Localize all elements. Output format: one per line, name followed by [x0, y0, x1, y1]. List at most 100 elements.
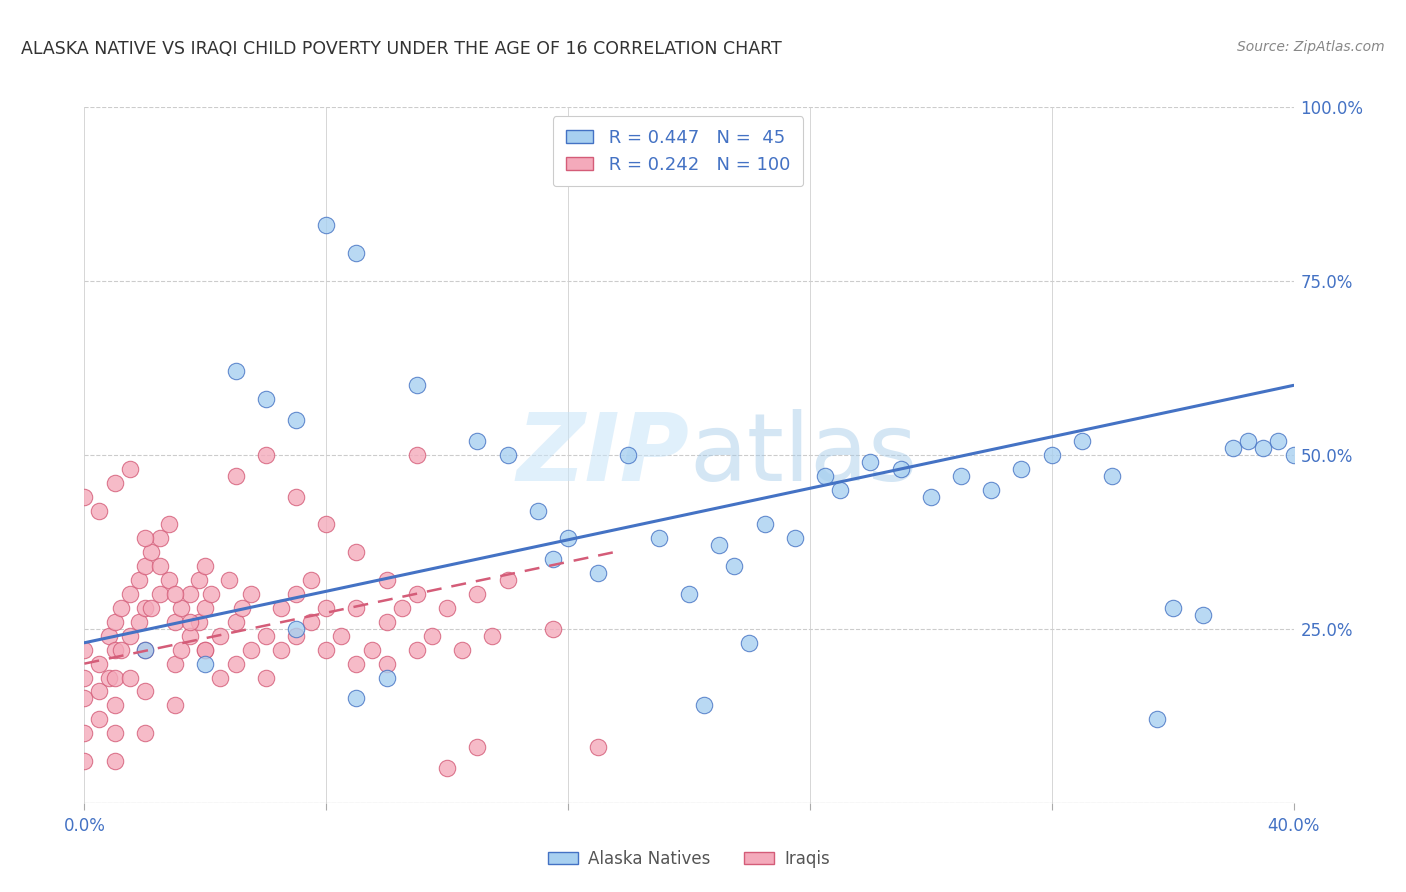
- Point: [104, 671, 127, 685]
- Point: [920, 490, 942, 504]
- Point: [1192, 607, 1215, 622]
- Point: [1071, 434, 1094, 448]
- Point: [346, 691, 368, 706]
- Point: [165, 587, 187, 601]
- Point: [1222, 441, 1244, 455]
- Point: [218, 573, 240, 587]
- Point: [149, 559, 172, 574]
- Point: [104, 726, 127, 740]
- Point: [1267, 434, 1289, 448]
- Point: [170, 642, 193, 657]
- Point: [315, 517, 337, 532]
- Point: [496, 448, 519, 462]
- Point: [346, 657, 368, 671]
- Point: [1237, 434, 1260, 448]
- Point: [709, 538, 731, 552]
- Point: [110, 642, 132, 657]
- Point: [890, 462, 912, 476]
- Point: [1282, 448, 1305, 462]
- Point: [179, 615, 201, 629]
- Point: [134, 642, 156, 657]
- Point: [375, 615, 398, 629]
- Point: [139, 601, 162, 615]
- Point: [134, 601, 156, 615]
- Point: [541, 622, 564, 636]
- Point: [391, 601, 413, 615]
- Text: atlas: atlas: [689, 409, 917, 501]
- Point: [1253, 441, 1275, 455]
- Point: [375, 671, 398, 685]
- Point: [97, 629, 120, 643]
- Point: [97, 671, 120, 685]
- Point: [496, 573, 519, 587]
- Point: [188, 615, 211, 629]
- Point: [451, 642, 474, 657]
- Point: [179, 587, 201, 601]
- Point: [118, 629, 141, 643]
- Point: [225, 615, 247, 629]
- Point: [73, 754, 96, 768]
- Point: [830, 483, 852, 497]
- Point: [1040, 448, 1063, 462]
- Point: [330, 629, 353, 643]
- Point: [209, 629, 232, 643]
- Point: [104, 615, 127, 629]
- Point: [73, 691, 96, 706]
- Point: [375, 573, 398, 587]
- Point: [467, 434, 489, 448]
- Text: ALASKA NATIVE VS IRAQI CHILD POVERTY UNDER THE AGE OF 16 CORRELATION CHART: ALASKA NATIVE VS IRAQI CHILD POVERTY UND…: [21, 40, 782, 58]
- Point: [149, 532, 172, 546]
- Point: [165, 698, 187, 713]
- Point: [254, 392, 277, 407]
- Point: [194, 657, 217, 671]
- Point: [648, 532, 671, 546]
- Point: [285, 490, 308, 504]
- Point: [315, 642, 337, 657]
- Point: [315, 219, 337, 233]
- Point: [73, 490, 96, 504]
- Point: [239, 587, 262, 601]
- Point: [139, 545, 162, 559]
- Point: [541, 552, 564, 566]
- Point: [239, 642, 262, 657]
- Point: [315, 601, 337, 615]
- Point: [436, 601, 458, 615]
- Point: [814, 468, 837, 483]
- Point: [134, 532, 156, 546]
- Point: [157, 517, 180, 532]
- Point: [134, 726, 156, 740]
- Point: [225, 468, 247, 483]
- Point: [89, 712, 111, 726]
- Point: [375, 657, 398, 671]
- Point: [859, 455, 882, 469]
- Point: [104, 642, 127, 657]
- Point: [179, 629, 201, 643]
- Point: [170, 601, 193, 615]
- Point: [157, 573, 180, 587]
- Point: [128, 573, 150, 587]
- Text: Source: ZipAtlas.com: Source: ZipAtlas.com: [1237, 40, 1385, 54]
- Point: [254, 629, 277, 643]
- Point: [200, 587, 222, 601]
- Point: [1101, 468, 1123, 483]
- Point: [527, 503, 550, 517]
- Point: [346, 246, 368, 260]
- Point: [299, 615, 322, 629]
- Point: [89, 657, 111, 671]
- Point: [89, 684, 111, 698]
- Point: [194, 559, 217, 574]
- Point: [299, 573, 322, 587]
- Legend: Alaska Natives, Iraqis: Alaska Natives, Iraqis: [541, 843, 837, 874]
- Point: [617, 448, 640, 462]
- Point: [110, 601, 132, 615]
- Point: [254, 448, 277, 462]
- Point: [360, 642, 382, 657]
- Point: [693, 698, 716, 713]
- Point: [481, 629, 503, 643]
- Point: [209, 671, 232, 685]
- Point: [194, 642, 217, 657]
- Point: [118, 587, 141, 601]
- Point: [285, 622, 308, 636]
- Point: [285, 629, 308, 643]
- Point: [134, 559, 156, 574]
